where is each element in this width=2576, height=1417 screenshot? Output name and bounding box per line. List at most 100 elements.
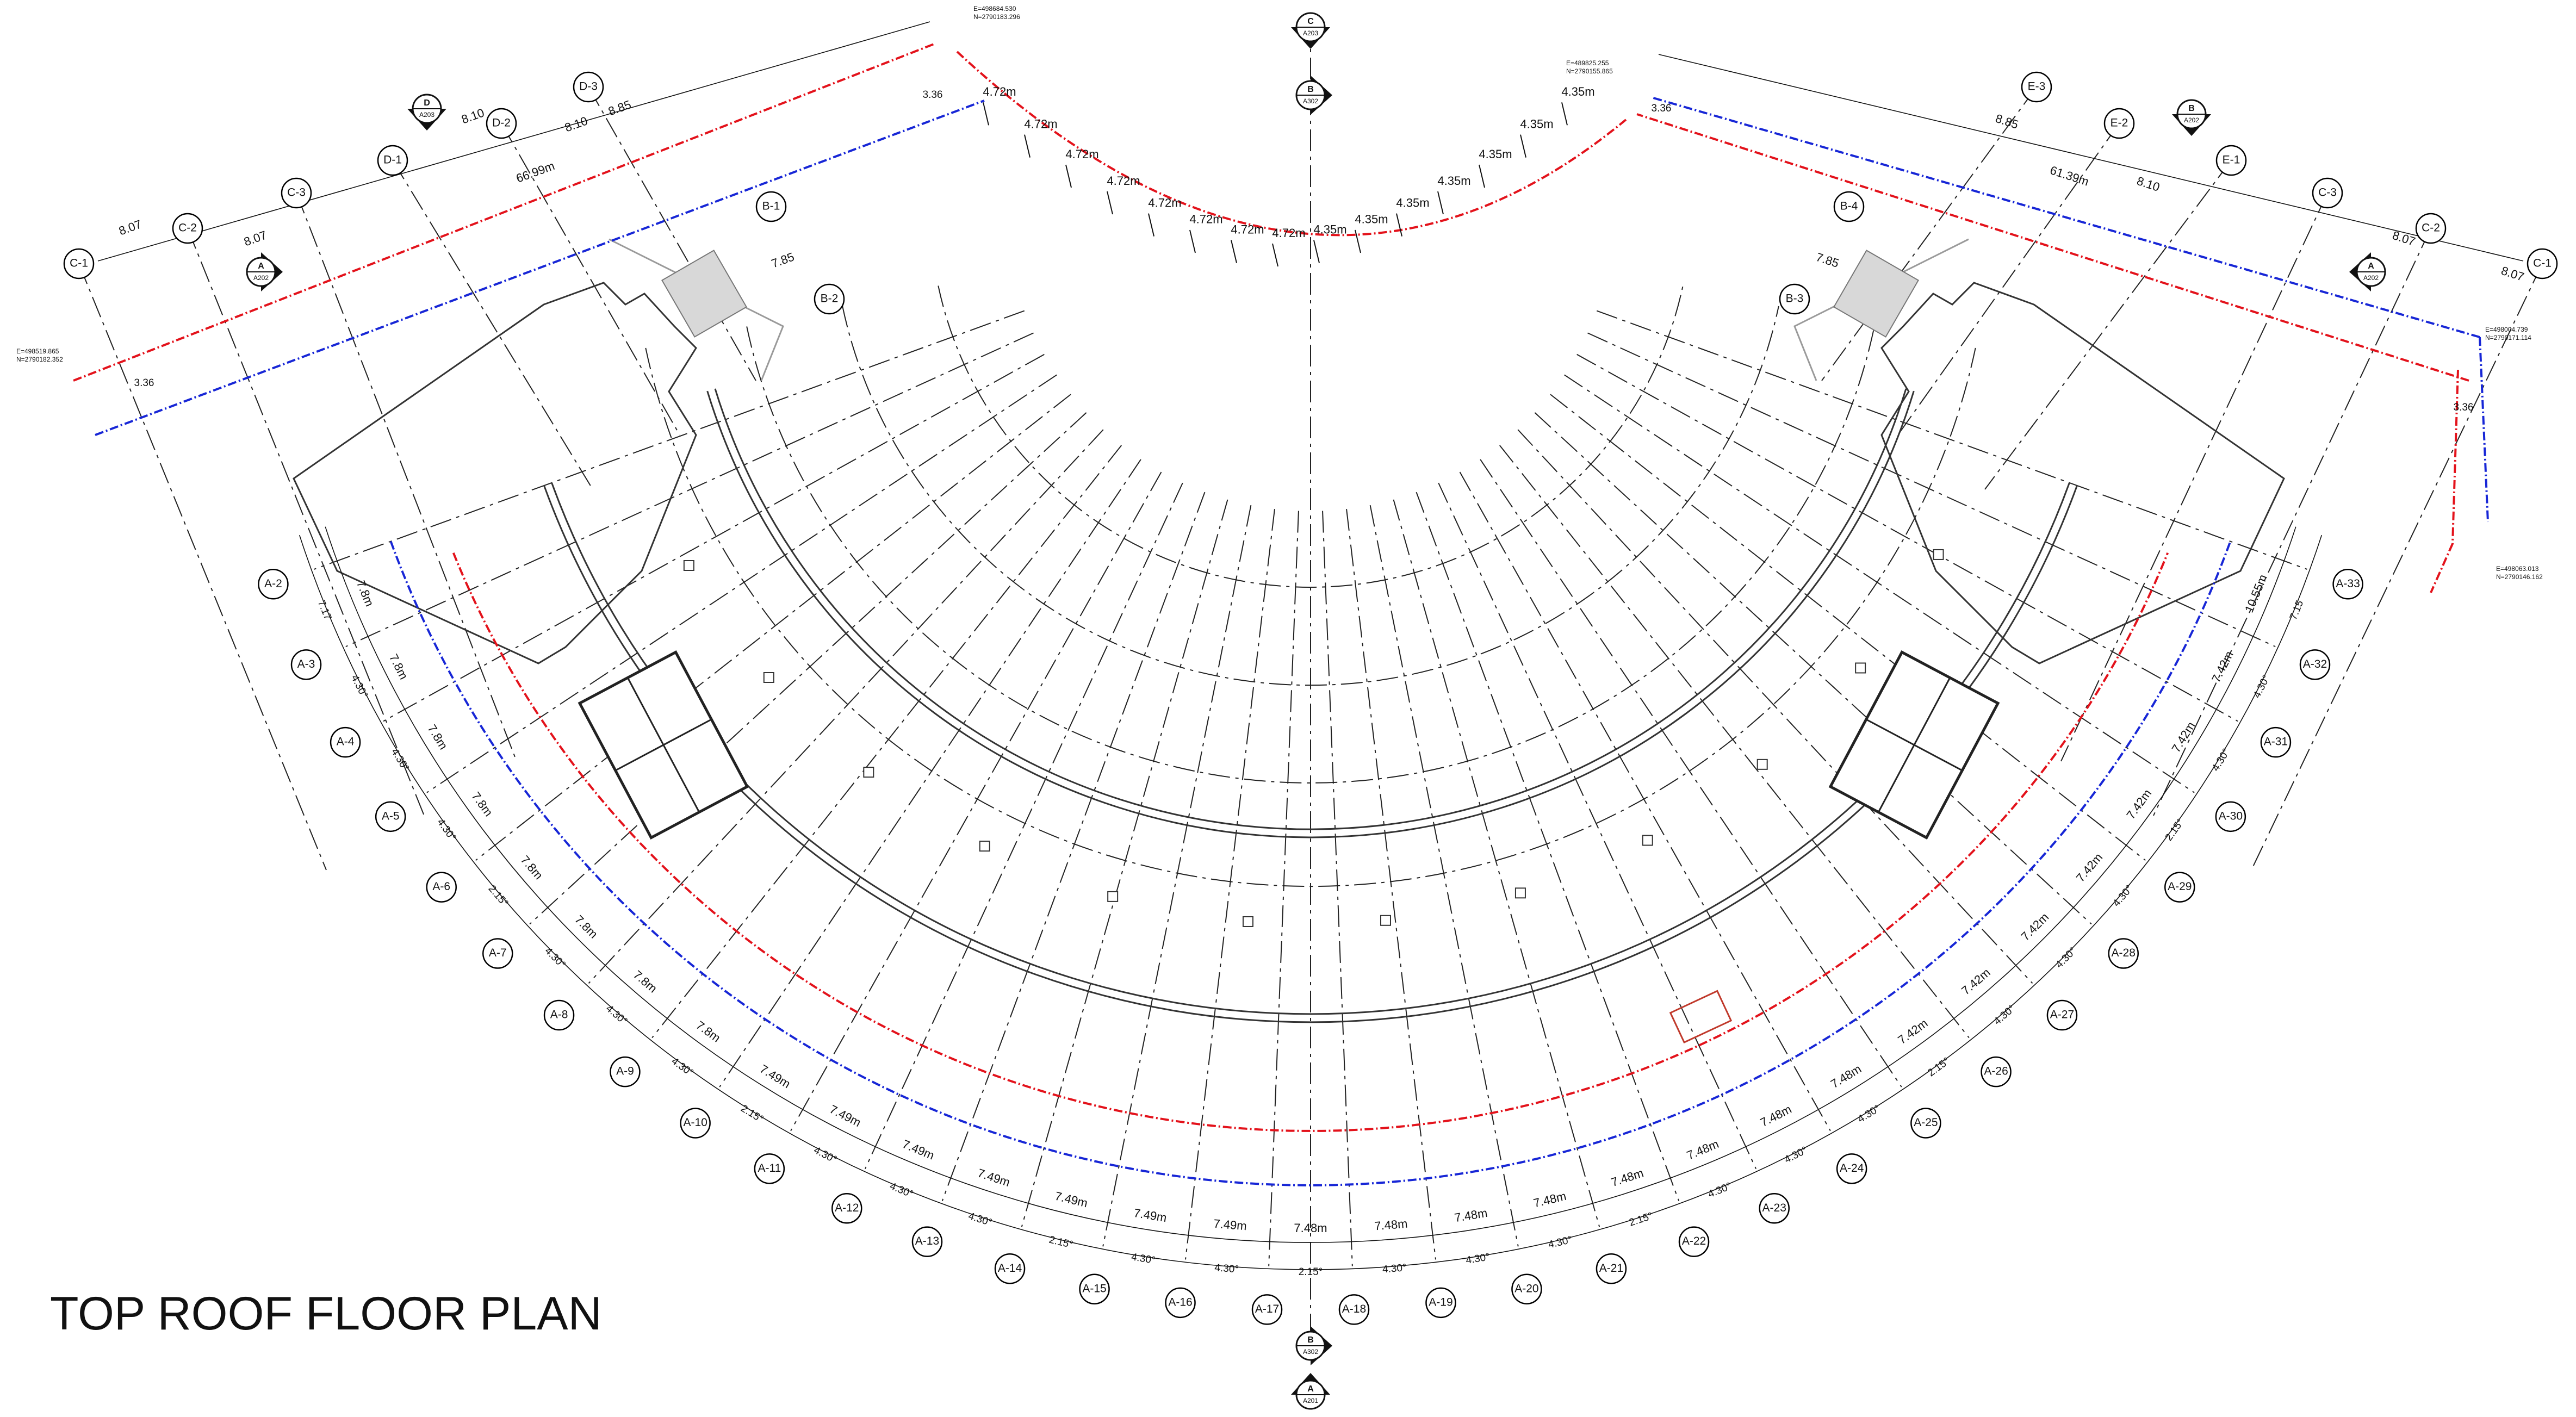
- column-mark: [683, 560, 694, 571]
- grid-bubble: [994, 1253, 1026, 1284]
- radial-grid-line: [1184, 508, 1275, 1260]
- inner-spacing-label: 4.35m: [1355, 213, 1388, 226]
- grid-bubble: [63, 248, 95, 279]
- grid-bubble: [172, 213, 203, 244]
- wing-dimension-label: 8.07: [2499, 264, 2525, 284]
- inner-spacing-label: 4.72m: [1148, 196, 1181, 209]
- grid-bubbles: A-2 A-3 A-4 A-5 A-6 A-7 A-8 A-9 A-10 A-11 A-12 A-13…: [63, 71, 2558, 1325]
- angle-label: 4.30°: [389, 747, 411, 773]
- wing-grid-line: [2153, 228, 2431, 816]
- grid-bubble: [2215, 801, 2246, 832]
- grid-bubble-label: A-22: [1682, 1235, 1706, 1247]
- spacing-label: 7.8m: [387, 652, 411, 682]
- radial-grid-line: [1369, 505, 1519, 1247]
- wing-grid-line: [588, 86, 756, 381]
- angle-label: 4.30°: [2210, 747, 2232, 773]
- small-dimension-label: 3.36: [1652, 103, 1672, 114]
- inner-spacing-label: 4.35m: [1479, 147, 1512, 161]
- radial-grid-line: [383, 353, 1045, 722]
- grid-bubble-label: A-2: [264, 577, 282, 590]
- angle-label: 4.30°: [812, 1145, 839, 1166]
- angle-label: 4.30°: [434, 817, 458, 843]
- spacing-label: 7.49m: [828, 1102, 864, 1129]
- coordinate-easting: E=498519.865: [16, 347, 59, 355]
- grid-bubble: [2215, 145, 2247, 176]
- angle-label: 2.15°: [486, 883, 511, 909]
- grid-bubble-label: B-2: [821, 293, 839, 305]
- column-mark: [1380, 915, 1391, 926]
- outer-dimension-line: [325, 526, 2296, 1243]
- section-marker: B A302: [1295, 1326, 1332, 1365]
- angle-label: 4.30°: [2251, 673, 2273, 700]
- radial-grid-line: [864, 482, 1183, 1170]
- grid-bubble-label: A-17: [1255, 1303, 1279, 1315]
- inner-tick: [1272, 243, 1278, 267]
- angle-label: 4.30°: [604, 1003, 630, 1027]
- radial-grid-line: [1416, 492, 1680, 1201]
- angle-label: 7.17: [315, 599, 333, 622]
- radial-grid-line: [1596, 310, 2307, 570]
- grid-bubble: [2108, 938, 2139, 969]
- grid-bubble-label: A-10: [683, 1116, 707, 1129]
- grid-bubble: [2332, 569, 2363, 600]
- grid-bubble-label: A-25: [1914, 1116, 1938, 1129]
- grid-bubble: [2299, 649, 2331, 680]
- inner-tick: [1107, 191, 1113, 215]
- grid-bubble-label: A-30: [2219, 810, 2243, 822]
- column-mark: [1756, 759, 1768, 770]
- spacing-label: 7.49m: [1053, 1189, 1089, 1210]
- spacing-label: 7.8m: [469, 790, 495, 819]
- grid-bubble: [2046, 999, 2078, 1031]
- wing-dimension-label: 8.07: [242, 228, 269, 248]
- spacing-label: 7.42m: [2124, 787, 2154, 822]
- grid-bubble: [1836, 1153, 1867, 1184]
- grid-bubble-label: D-1: [383, 154, 402, 166]
- spacing-label: 7.42m: [1895, 1016, 1930, 1047]
- right-light-wall: [1793, 238, 1969, 381]
- section-sheet: A203: [419, 111, 434, 119]
- wing-dimension-label: 8.10: [460, 105, 486, 126]
- spacing-label: 7.42m: [2074, 850, 2106, 885]
- arc-grid-line: [746, 326, 1875, 784]
- coordinate-northing: N=2790171.114: [2485, 334, 2531, 341]
- grid-bubble: [2164, 872, 2195, 903]
- right-blue-edge: [1653, 97, 2480, 338]
- radial-grid-line: [1438, 482, 1757, 1170]
- grid-bubble: [1759, 1192, 1790, 1224]
- grid-bubble-label: E-1: [2223, 154, 2240, 166]
- grid-bubble-label: A-15: [1082, 1282, 1106, 1295]
- section-markers: C A203 B A302 D A203 A A202 B A202 A A202 B A302 A A201: [246, 12, 2386, 1410]
- section-sheet: A202: [253, 274, 269, 282]
- grid-bubble: [754, 1153, 785, 1184]
- core-divider: [615, 718, 712, 772]
- spacing-label: 7.8m: [631, 968, 660, 996]
- spacing-label: 7.48m: [1294, 1221, 1327, 1235]
- section-letter: B: [1307, 1335, 1314, 1345]
- grid-bubble: [1338, 1294, 1370, 1325]
- radial-grid-line: [1393, 499, 1600, 1227]
- inner-spacing-label: 4.72m: [1272, 226, 1305, 240]
- grid-bubble: [2415, 213, 2447, 244]
- column-mark: [763, 672, 774, 683]
- radial-grid-line: [426, 374, 1057, 793]
- column-mark: [1514, 887, 1526, 899]
- section-marker: A A202: [2349, 252, 2386, 291]
- section-letter: B: [1307, 85, 1314, 94]
- spacing-label: 7.8m: [518, 853, 546, 882]
- grid-bubble-label: A-19: [1429, 1296, 1453, 1308]
- angle-label: 4.30°: [1465, 1251, 1491, 1266]
- wing-dimension-label: 8.10: [2135, 174, 2161, 194]
- coordinate-northing: N=2790155.865: [1566, 67, 1613, 75]
- grid-bubble-label: C-1: [2533, 257, 2552, 270]
- angle-label: 2.15°: [1048, 1234, 1074, 1251]
- grid-bubble: [486, 108, 517, 139]
- grid-bubble-label: C-2: [2422, 222, 2440, 234]
- grid-bubble-label: A-32: [2303, 658, 2327, 670]
- spacing-label: 7.42m: [2209, 649, 2236, 685]
- grid-bubble: [2312, 177, 2343, 209]
- angle-label: 4.30°: [1214, 1262, 1239, 1275]
- wing-grid-line: [78, 263, 327, 871]
- angle-label: 4.30°: [1547, 1234, 1573, 1251]
- inner-tick: [1024, 134, 1031, 158]
- inner-tick: [1148, 213, 1154, 237]
